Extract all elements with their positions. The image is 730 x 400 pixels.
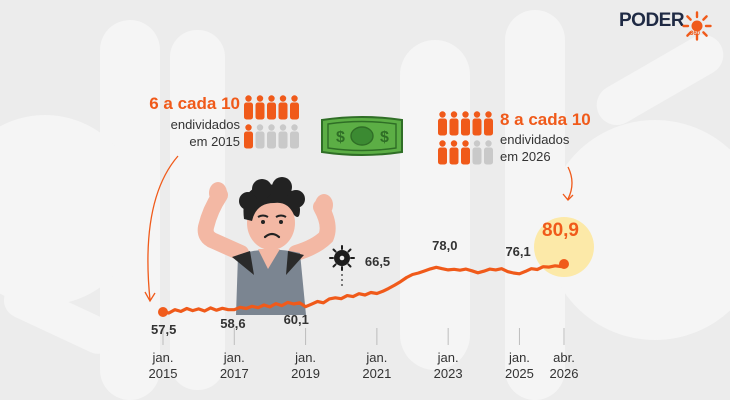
virus-icon	[329, 245, 355, 287]
person-icon	[290, 95, 299, 120]
person-icon	[484, 140, 493, 165]
people-6-of-10-icon	[244, 95, 299, 149]
money-bill-icon: $ $	[321, 116, 403, 156]
x-tick-label: jan. 2019	[291, 350, 321, 381]
person-icon	[472, 111, 482, 136]
person-icon	[244, 95, 253, 120]
x-tick-label: jan. 2023	[433, 350, 463, 381]
data-label: 76,1	[505, 243, 531, 259]
person-icon	[461, 111, 470, 136]
callout-2015-line1: endividados	[170, 117, 240, 132]
poder360-logo: PODER	[619, 10, 685, 32]
x-tick-label: jan. 2015	[148, 350, 178, 381]
person-icon	[449, 111, 459, 136]
x-tick-label: jan. 2025	[504, 350, 534, 381]
worried-person-illustration	[197, 177, 336, 315]
callout-2026-line1: endividados	[500, 132, 570, 147]
last-point-highlight	[534, 217, 594, 277]
callout-2026-title: 8 a cada 10	[500, 110, 591, 129]
x-tick-label: abr. 2026	[549, 350, 579, 381]
person-icon	[267, 124, 276, 149]
person-icon	[255, 124, 265, 149]
arrow-2015-icon	[144, 155, 179, 303]
data-label: 60,1	[283, 311, 309, 327]
sun-logo-icon	[682, 11, 712, 41]
person-icon	[278, 124, 288, 149]
data-label: 66,5	[364, 253, 391, 269]
data-label: 80,9	[542, 220, 579, 241]
person-icon	[255, 95, 265, 120]
data-label: 57,5	[151, 322, 177, 337]
end-point	[559, 259, 569, 269]
data-label: 58,6	[220, 315, 246, 331]
svg-text:$: $	[336, 129, 345, 146]
person-icon	[290, 124, 299, 149]
logo-word: PODER	[619, 10, 685, 31]
data-label: 78,0	[432, 237, 458, 253]
callout-2015-line2: em 2015	[189, 134, 240, 149]
person-icon	[484, 111, 493, 136]
people-8-of-10-icon	[438, 111, 493, 165]
person-icon	[278, 95, 288, 120]
callout-2015-title: 6 a cada 10	[149, 94, 240, 113]
x-tick-label: jan. 2021	[362, 350, 392, 381]
person-icon	[267, 95, 276, 120]
start-point	[158, 307, 168, 317]
arrow-2026-icon	[562, 166, 574, 201]
person-icon	[472, 140, 482, 165]
debt-series-line	[161, 262, 566, 315]
person-icon	[244, 124, 253, 149]
person-icon	[438, 111, 447, 136]
person-icon	[438, 140, 447, 165]
person-icon	[461, 140, 470, 165]
person-icon	[449, 140, 459, 165]
x-tick-label: jan. 2017	[219, 350, 249, 381]
logo-sub: 360	[690, 31, 701, 37]
svg-text:$: $	[380, 129, 389, 146]
callout-2026-line2: em 2026	[500, 149, 551, 164]
